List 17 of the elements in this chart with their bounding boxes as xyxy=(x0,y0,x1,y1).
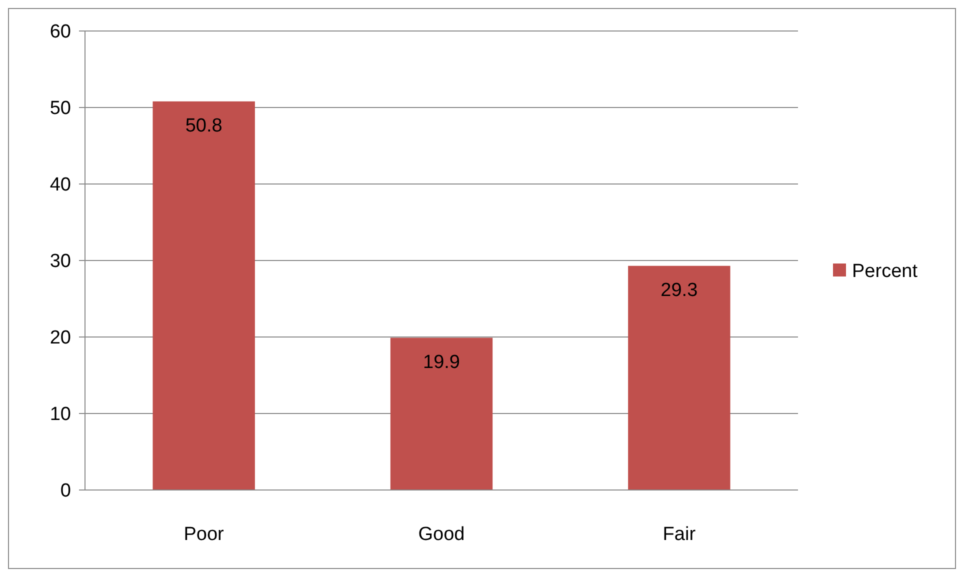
bar xyxy=(628,266,730,490)
data-label: 19.9 xyxy=(423,352,460,373)
y-tick-label: 50 xyxy=(50,98,71,120)
y-tick-label: 30 xyxy=(50,251,71,272)
bar xyxy=(390,338,493,490)
y-tick-label: 40 xyxy=(50,174,71,196)
y-tick-label: 10 xyxy=(50,404,71,426)
legend-label: Percent xyxy=(852,261,918,282)
x-tick-label: Fair xyxy=(662,524,696,545)
x-tick-label: Good xyxy=(418,524,465,545)
y-tick-label: 0 xyxy=(60,480,71,502)
bar xyxy=(152,101,255,490)
x-tick-label: Poor xyxy=(184,524,225,545)
data-label: 29.3 xyxy=(660,280,698,301)
y-tick-label: 60 xyxy=(50,22,71,43)
y-tick-label: 20 xyxy=(50,328,71,349)
data-label: 50.8 xyxy=(185,115,222,136)
